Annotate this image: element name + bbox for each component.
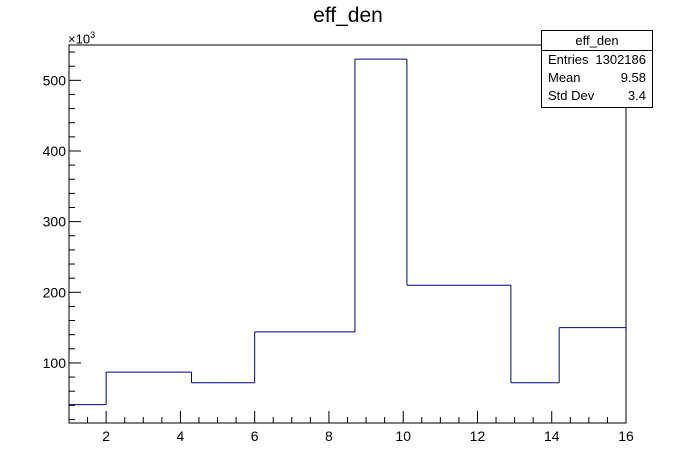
stats-value: 1302186 (595, 52, 646, 67)
stats-box-title: eff_den (542, 31, 652, 51)
stats-box: eff_den Entries 1302186 Mean 9.58 Std De… (541, 30, 653, 108)
axes-group: 2 4 6 8 10 12 14 16 100 200 300 400 500 (43, 44, 634, 444)
y-tick-label: 400 (43, 143, 67, 159)
x-tick-label: 10 (395, 428, 411, 444)
x-tick-label: 16 (618, 428, 634, 444)
y-axis-multiplier: ×103 (68, 30, 95, 46)
y-tick-label: 300 (43, 214, 67, 230)
x-tick-label: 12 (470, 428, 486, 444)
y-multiplier-base: ×10 (68, 31, 91, 47)
stats-value: 3.4 (627, 88, 646, 103)
y-multiplier-exponent: 3 (90, 30, 96, 40)
x-tick-label: 6 (251, 428, 259, 444)
stats-label: Std Dev (548, 88, 595, 103)
histogram-line-group (69, 58, 626, 406)
x-tick-label: 14 (544, 428, 560, 444)
stats-row-stddev: Std Dev 3.4 (542, 87, 652, 105)
stats-label: Entries (548, 52, 589, 67)
y-tick-label: 200 (43, 284, 67, 300)
x-tick-label: 2 (102, 428, 110, 444)
chart-title: eff_den (313, 4, 383, 27)
stats-label: Mean (548, 70, 581, 85)
y-tick-label: 100 (43, 355, 67, 371)
y-tick-label: 500 (43, 72, 67, 88)
x-tick-label: 8 (325, 428, 333, 444)
x-tick-label: 4 (177, 428, 185, 444)
stats-row-entries: Entries 1302186 (542, 51, 652, 69)
stats-row-mean: Mean 9.58 (542, 69, 652, 87)
stats-value: 9.58 (620, 70, 646, 85)
